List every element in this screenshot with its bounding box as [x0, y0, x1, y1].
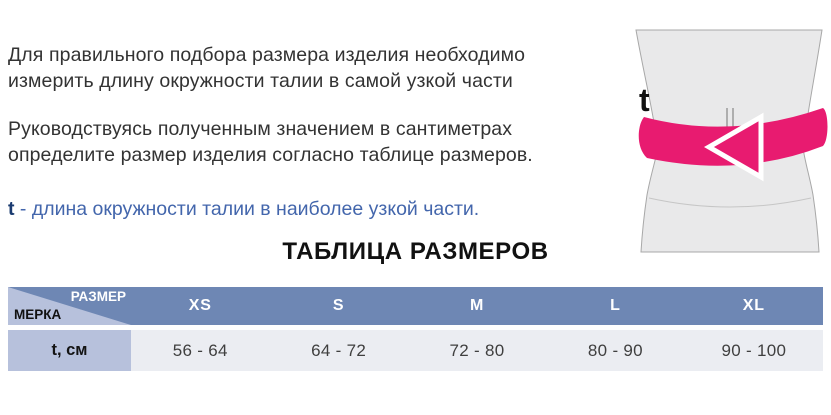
paragraph-line: измерить длину окружности талии в самой …	[8, 70, 513, 92]
waist-measurement-illustration: t	[591, 0, 831, 260]
paragraph-line: Руководствуясь полученным значением в са…	[8, 118, 513, 140]
measure-term: t	[8, 198, 15, 220]
measure-description: - длина окружности талии в наиболее узко…	[14, 198, 480, 220]
column-header-xl: XL	[742, 297, 765, 314]
size-table-data-row: t, см 56 - 64 64 - 72 72 - 80 80 - 90 90…	[8, 330, 824, 371]
tape-arrowhead	[703, 112, 764, 182]
waist-label-t: t	[639, 82, 650, 118]
size-table-header-row: РАЗМЕР МЕРКА XS S M L XL	[8, 287, 823, 325]
column-header-m: M	[469, 297, 485, 314]
size-table-title: ТАБЛИЦА РАЗМЕРОВ	[282, 238, 549, 265]
size-range-s: 64 - 72	[269, 330, 408, 371]
paragraph-line: Для правильного подбора размера изделия …	[8, 44, 526, 66]
row-divider	[8, 325, 823, 330]
corner-cell: РАЗМЕР МЕРКА	[8, 287, 131, 325]
torso-diagram: t	[635, 29, 828, 253]
row-label-t-cm: t, см	[8, 330, 131, 371]
column-header-l: L	[610, 297, 621, 314]
corner-diagonal	[8, 287, 131, 325]
size-range-xl: 90 - 100	[684, 330, 824, 371]
hip-curve	[648, 197, 812, 208]
column-header-s: S	[332, 297, 345, 314]
column-header-xs: XS	[188, 297, 212, 314]
size-table: РАЗМЕР МЕРКА XS S M L XL t, см 56 - 64 6…	[8, 287, 824, 371]
paragraph-line: определите размер изделия согласно табли…	[8, 144, 533, 166]
instruction-paragraph-2: Руководствуясь полученным значением в са…	[8, 116, 583, 168]
size-range-xs: 56 - 64	[131, 330, 270, 371]
instruction-paragraph-1: Для правильного подбора размера изделия …	[8, 42, 583, 94]
corner-label-measure: МЕРКА	[14, 307, 62, 322]
size-range-l: 80 - 90	[546, 330, 685, 371]
size-range-m: 72 - 80	[407, 330, 547, 371]
corner-label-size: РАЗМЕР	[70, 289, 126, 304]
measure-legend: t - длина окружности талии в наиболее уз…	[8, 196, 479, 222]
